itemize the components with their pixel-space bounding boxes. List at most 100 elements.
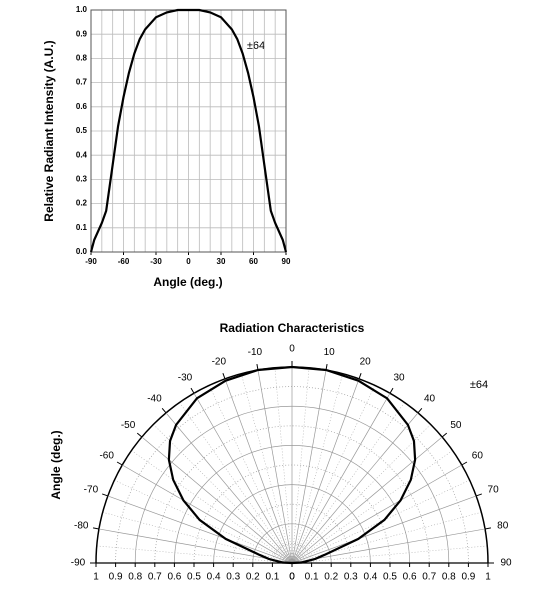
theta-tick-label: 90 (500, 558, 512, 569)
theta-tick-label: 10 (324, 347, 336, 358)
tick-mark (190, 387, 195, 394)
tick-mark (116, 461, 123, 466)
r-tick-label: 0.4 (363, 572, 377, 583)
minor-spoke (102, 511, 293, 564)
annotation: ±64 (470, 379, 488, 391)
tick-mark (102, 493, 108, 497)
r-tick-label: 0.8 (128, 572, 142, 583)
y-tick-label: 0.2 (76, 199, 88, 208)
r-tick-label: 0.2 (324, 572, 338, 583)
minor-spoke (291, 511, 482, 564)
theta-tick-label: 20 (360, 357, 372, 368)
spoke (257, 369, 293, 564)
theta-tick-label: -50 (121, 420, 136, 431)
theta-tick-label: -60 (99, 451, 114, 462)
spoke (291, 495, 477, 564)
y-tick-label: 0.0 (76, 247, 88, 256)
spoke (291, 378, 360, 564)
x-tick-label: -30 (150, 257, 162, 266)
tick-mark (161, 407, 167, 414)
r-tick-label: 1 (485, 572, 491, 583)
annotation: ±64 (247, 40, 265, 52)
theta-tick-label: 60 (472, 451, 484, 462)
x-tick-label: -60 (118, 257, 130, 266)
r-tick-label: 0.1 (305, 572, 319, 583)
r-tick-label: 0.6 (403, 572, 417, 583)
spoke (291, 412, 419, 564)
y-tick-label: 0.6 (76, 102, 88, 111)
spoke (122, 464, 293, 564)
theta-tick-label: -20 (212, 357, 227, 368)
r-tick-label: 0.7 (422, 572, 436, 583)
tick-mark (441, 432, 448, 438)
spoke (141, 436, 293, 564)
spoke (291, 528, 486, 564)
r-tick-label: 0.1 (265, 572, 279, 583)
r-tick-label: 1 (93, 572, 99, 583)
polar-line (167, 365, 417, 565)
r-tick-label: 0.3 (344, 572, 358, 583)
theta-tick-label: -40 (147, 394, 162, 405)
y-tick-label: 0.9 (76, 29, 88, 38)
y-tick-label: 0.5 (76, 126, 88, 135)
y-tick-label: 0.1 (76, 223, 88, 232)
r-tick-label: 0.9 (461, 572, 475, 583)
spoke (291, 393, 391, 564)
tick-mark (92, 527, 100, 530)
theta-tick-label: 70 (488, 484, 500, 495)
spoke (107, 495, 293, 564)
y-tick-label: 1.0 (76, 5, 88, 14)
r-tick-label: 0.4 (207, 572, 221, 583)
r-tick-label: 0.5 (187, 572, 201, 583)
tick-mark (476, 493, 482, 497)
r-tick-label: 0.3 (226, 572, 240, 583)
y-axis-title: Angle (deg.) (49, 430, 63, 499)
theta-tick-label: 40 (424, 394, 436, 405)
theta-tick-label: 30 (393, 372, 405, 383)
tick-mark (484, 527, 492, 530)
y-tick-label: 0.7 (76, 78, 88, 87)
x-tick-label: 90 (282, 257, 291, 266)
y-tick-label: 0.3 (76, 175, 88, 184)
spoke (291, 369, 327, 564)
x-tick-label: -90 (85, 257, 97, 266)
theta-tick-label: 80 (497, 520, 509, 531)
minor-spoke (291, 545, 488, 564)
x-tick-label: 0 (186, 257, 191, 266)
theta-tick-label: -70 (84, 484, 99, 495)
spoke (291, 464, 462, 564)
chart-title: Radiation Characteristics (220, 321, 365, 335)
r-tick-label: 0.8 (442, 572, 456, 583)
tick-mark (358, 373, 362, 379)
r-tick-label: 0.2 (246, 572, 260, 583)
x-axis-title: Angle (deg.) (153, 275, 222, 289)
y-tick-label: 0.8 (76, 54, 88, 63)
r-tick-label: 0.5 (383, 572, 397, 583)
y-tick-label: 0.4 (76, 150, 88, 159)
r-tick-label: 0 (289, 572, 295, 583)
x-tick-label: 60 (249, 257, 258, 266)
tick-mark (222, 373, 226, 379)
y-axis-title: Relative Radiant Intensity (A.U.) (42, 40, 56, 221)
theta-tick-label: 0 (289, 344, 295, 355)
r-tick-label: 0 (289, 572, 295, 583)
r-tick-label: 0.7 (148, 572, 162, 583)
line (89, 8, 288, 253)
theta-tick-label: -10 (248, 347, 263, 358)
x-tick-label: 30 (217, 257, 226, 266)
minor-spoke (274, 367, 293, 564)
tick-mark (389, 387, 394, 394)
tick-mark (461, 461, 468, 466)
spoke (224, 378, 293, 564)
theta-tick-label: -90 (71, 558, 86, 569)
minor-spoke (240, 373, 293, 564)
r-tick-label: 0.9 (109, 572, 123, 583)
minor-spoke (291, 373, 344, 564)
theta-tick-label: -30 (178, 372, 193, 383)
spoke (291, 436, 443, 564)
tick-mark (417, 407, 423, 414)
spoke (165, 412, 293, 564)
theta-tick-label: 50 (450, 420, 462, 431)
r-tick-label: 0.6 (167, 572, 181, 583)
